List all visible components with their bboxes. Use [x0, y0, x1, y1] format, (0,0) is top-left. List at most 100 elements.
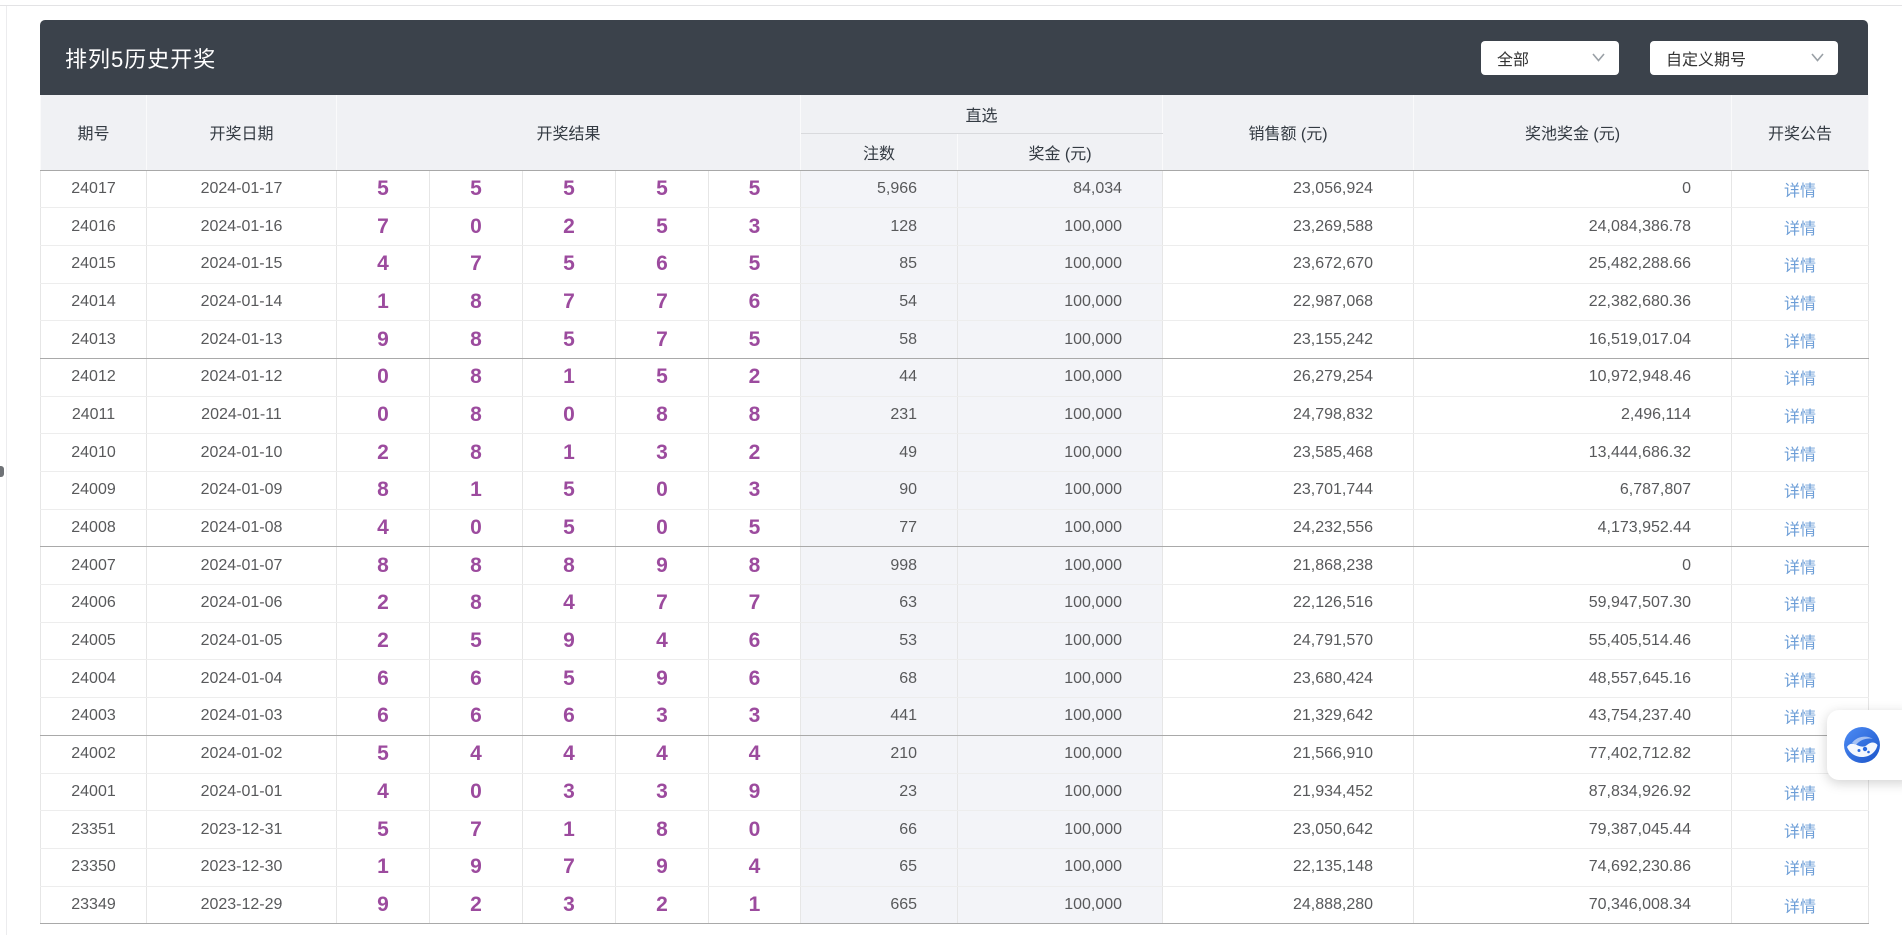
result-digit: 9: [748, 779, 761, 803]
sales-cell: 21,934,452: [1162, 773, 1415, 812]
result-digit: 2: [748, 440, 761, 464]
result-digit-cell: 4: [522, 584, 616, 623]
date-cell: 2023-12-30: [146, 848, 337, 887]
result-digit-cell: 4: [615, 622, 709, 661]
detail-link[interactable]: 详情: [1784, 785, 1817, 803]
bets-cell: 90: [800, 471, 959, 510]
detail-link[interactable]: 详情: [1784, 823, 1817, 841]
result-digit-cell: 2: [336, 433, 430, 472]
detail-link[interactable]: 详情: [1784, 748, 1817, 766]
result-digit: 5: [377, 817, 389, 841]
result-digit: 4: [377, 516, 389, 540]
announcement-cell: 详情: [1731, 170, 1870, 209]
detail-link[interactable]: 详情: [1784, 220, 1817, 238]
sales-cell: 23,056,924: [1162, 170, 1415, 209]
result-digit: 0: [470, 516, 482, 540]
jackpot-cell: 24,084,386.78: [1413, 207, 1733, 246]
result-digit-cell: 6: [707, 622, 802, 661]
result-digit-cell: 2: [522, 207, 616, 246]
result-digit-cell: 0: [429, 207, 523, 246]
jackpot-cell: 22,382,680.36: [1413, 283, 1733, 322]
detail-link[interactable]: 详情: [1784, 408, 1817, 426]
bets-cell: 49: [800, 433, 959, 472]
floating-widget[interactable]: [1827, 710, 1902, 780]
result-digit: 2: [377, 440, 389, 464]
result-digit-cell: 2: [707, 433, 802, 472]
result-digit-cell: 3: [615, 773, 709, 812]
bets-cell: 441: [800, 697, 959, 736]
result-digit: 8: [656, 402, 668, 426]
announcement-cell: 详情: [1731, 283, 1870, 322]
detail-link[interactable]: 详情: [1784, 258, 1817, 276]
result-digit-cell: 7: [522, 283, 616, 322]
detail-link[interactable]: 详情: [1784, 597, 1817, 615]
bets-cell: 210: [800, 735, 959, 774]
top-divider: [0, 5, 1902, 6]
result-digit: 9: [656, 855, 668, 879]
result-digit-cell: 5: [336, 735, 430, 774]
result-digit-cell: 9: [707, 773, 802, 812]
result-digit-cell: 0: [522, 396, 616, 435]
detail-link[interactable]: 详情: [1784, 333, 1817, 351]
result-digit-cell: 4: [707, 735, 802, 774]
result-digit-cell: 6: [429, 659, 523, 699]
result-digit-cell: 0: [336, 396, 430, 435]
detail-link[interactable]: 详情: [1784, 446, 1817, 464]
result-digit-cell: 5: [615, 170, 709, 209]
table-row: 24015 2024-01-15 4 7 5 6 5 85 100,000 23…: [40, 245, 1870, 284]
result-digit: 6: [563, 704, 575, 728]
detail-link[interactable]: 详情: [1784, 559, 1817, 577]
issue-dropdown[interactable]: 自定义期号: [1650, 40, 1838, 75]
result-digit: 5: [563, 666, 575, 690]
result-digit: 2: [377, 591, 389, 615]
table-row: 24002 2024-01-02 5 4 4 4 4 210 100,000 2…: [40, 735, 1870, 774]
result-digit-cell: 8: [429, 320, 523, 359]
sales-cell: 23,155,242: [1162, 320, 1415, 359]
detail-link[interactable]: 详情: [1784, 861, 1817, 879]
column-header-bets: 注数: [800, 133, 959, 171]
result-digit: 6: [377, 666, 389, 690]
date-cell: 2024-01-06: [146, 584, 337, 623]
sales-cell: 23,672,670: [1162, 245, 1415, 284]
result-digit-cell: 3: [707, 207, 802, 246]
sales-cell: 21,566,910: [1162, 735, 1415, 774]
jackpot-cell: 43,754,237.40: [1413, 697, 1733, 736]
result-digit-cell: 6: [336, 697, 430, 736]
prize-cell: 100,000: [957, 773, 1164, 812]
detail-link[interactable]: 详情: [1784, 635, 1817, 653]
detail-link[interactable]: 详情: [1784, 182, 1817, 200]
issue-cell: 23350: [40, 848, 147, 887]
result-digit: 5: [748, 327, 761, 351]
result-digit: 5: [563, 327, 575, 351]
result-digit-cell: 3: [615, 433, 709, 472]
table-row: 24004 2024-01-04 6 6 5 9 6 68 100,000 23…: [40, 659, 1870, 699]
detail-link[interactable]: 详情: [1784, 371, 1817, 389]
jackpot-cell: 2,496,114: [1413, 396, 1733, 435]
result-digit-cell: 0: [615, 509, 709, 548]
result-digit: 6: [748, 289, 761, 313]
result-digit: 4: [377, 779, 389, 803]
result-digit-cell: 7: [615, 283, 709, 322]
column-header-prize: 奖金 (元): [957, 133, 1164, 171]
detail-link[interactable]: 详情: [1784, 522, 1817, 540]
issue-cell: 24010: [40, 433, 147, 472]
table-row: 23350 2023-12-30 1 9 7 9 4 65 100,000 22…: [40, 848, 1870, 887]
detail-link[interactable]: 详情: [1784, 898, 1817, 916]
detail-link[interactable]: 详情: [1784, 710, 1817, 728]
side-panel-handle[interactable]: [0, 466, 4, 477]
result-digit-cell: 5: [429, 170, 523, 209]
detail-link[interactable]: 详情: [1784, 672, 1817, 690]
detail-link[interactable]: 详情: [1784, 295, 1817, 313]
result-digit-cell: 1: [707, 886, 802, 925]
result-digit-cell: 2: [707, 358, 802, 397]
result-digit-cell: 5: [522, 170, 616, 209]
result-digit: 1: [748, 892, 761, 916]
jackpot-cell: 79,387,045.44: [1413, 810, 1733, 849]
result-digit: 4: [563, 591, 575, 615]
result-digit: 5: [656, 176, 668, 200]
detail-link[interactable]: 详情: [1784, 484, 1817, 502]
date-cell: 2024-01-15: [146, 245, 337, 284]
range-dropdown[interactable]: 全部: [1481, 40, 1619, 75]
table-row: 24014 2024-01-14 1 8 7 7 6 54 100,000 22…: [40, 283, 1870, 322]
result-digit-cell: 7: [707, 584, 802, 623]
